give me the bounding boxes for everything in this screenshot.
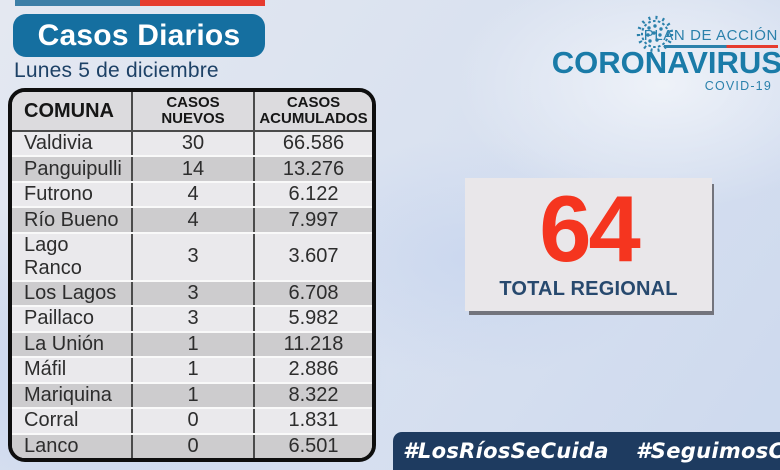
page-title: Casos Diarios (13, 14, 265, 57)
table-row: Valdivia 30 66.586 (12, 132, 372, 156)
cell-comuna: Río Bueno (24, 208, 119, 231)
flag-stripe-blue (15, 0, 140, 6)
cell-casos-nuevos: 4 (131, 182, 253, 207)
cell-casos-acumulados: 3.607 (253, 233, 372, 280)
total-regional-label: TOTAL REGIONAL (499, 277, 678, 300)
table-row: Río Bueno 4 7.997 (12, 206, 372, 232)
table-row: Los Lagos 3 6.708 (12, 279, 372, 306)
column-header-casos-acumulados: CASOS ACUMULADOS (253, 92, 372, 130)
column-header-comuna: COMUNA (24, 99, 114, 122)
cell-casos-acumulados: 13.276 (253, 157, 372, 181)
cell-casos-acumulados: 6.708 (253, 281, 372, 306)
cell-comuna: Corral (24, 409, 79, 432)
hashtag-seguimos-cuidandonos: #SeguimosCuidándonos (635, 439, 780, 463)
cases-table: COMUNA CASOS NUEVOS CASOS ACUMULADOS Val… (8, 88, 376, 462)
page-title-label: Casos Diarios (37, 18, 241, 52)
cell-comuna: La Unión (24, 332, 105, 355)
cell-comuna: Panguipulli (24, 157, 122, 180)
column-header-casos-nuevos: CASOS NUEVOS (131, 92, 253, 130)
cell-casos-acumulados: 7.997 (253, 208, 372, 232)
table-header-row: COMUNA CASOS NUEVOS CASOS ACUMULADOS (12, 92, 372, 132)
plan-underline (664, 45, 778, 48)
cell-comuna: Máfil (24, 358, 67, 381)
total-regional-card: 64 TOTAL REGIONAL (465, 178, 712, 311)
cell-comuna: Paillaco (24, 307, 95, 330)
coronavirus-brand: CORONAVIRUS (551, 45, 780, 80)
cell-comuna: Los Lagos (24, 282, 117, 305)
cell-comuna: Valdivia (24, 132, 93, 155)
date-label: Lunes 5 de diciembre (14, 59, 219, 82)
cell-casos-nuevos: 1 (131, 332, 253, 357)
flag-stripe (15, 0, 265, 6)
covid19-sublabel: COVID-19 (704, 79, 772, 93)
table-row: Máfil 1 2.886 (12, 356, 372, 382)
cell-comuna: Lanco (24, 434, 79, 457)
cell-casos-acumulados: 66.586 (253, 132, 372, 156)
footer-hashtag-bar: #LosRíosSeCuida #SeguimosCuidándonos (393, 432, 780, 470)
cell-casos-nuevos: 14 (131, 157, 253, 181)
cell-comuna: Futrono (24, 183, 93, 206)
cell-casos-nuevos: 3 (131, 233, 253, 280)
cell-casos-nuevos: 0 (131, 409, 253, 433)
cell-casos-acumulados: 6.501 (253, 434, 372, 458)
table-row: Mariquina 1 8.322 (12, 381, 372, 408)
cell-casos-acumulados: 11.218 (253, 332, 372, 357)
cell-casos-acumulados: 8.322 (253, 383, 372, 408)
virus-icon (636, 15, 674, 53)
table-row: Corral 0 1.831 (12, 407, 372, 433)
cell-casos-nuevos: 1 (131, 358, 253, 382)
table-row: La Unión 1 11.218 (12, 330, 372, 357)
cell-casos-acumulados: 1.831 (253, 409, 372, 433)
plan-de-accion-label: PLAN DE ACCIÓN (643, 27, 778, 44)
cell-comuna: Lago Ranco (24, 233, 82, 279)
cell-casos-nuevos: 30 (131, 132, 253, 156)
table-row: Panguipulli 14 13.276 (12, 155, 372, 181)
cell-casos-nuevos: 0 (131, 434, 253, 458)
cell-casos-nuevos: 4 (131, 208, 253, 232)
cell-casos-acumulados: 5.982 (253, 307, 372, 331)
table-row: Lanco 0 6.501 (12, 432, 372, 458)
cell-casos-acumulados: 2.886 (253, 358, 372, 382)
cell-comuna: Mariquina (24, 383, 112, 406)
total-regional-value: 64 (539, 176, 641, 282)
table-row: Futrono 4 6.122 (12, 180, 372, 207)
table-row: Paillaco 3 5.982 (12, 305, 372, 331)
cell-casos-acumulados: 6.122 (253, 182, 372, 207)
cell-casos-nuevos: 3 (131, 281, 253, 306)
hashtag-losrios-se-cuida: #LosRíosSeCuida (403, 439, 609, 463)
cell-casos-nuevos: 1 (131, 383, 253, 408)
flag-stripe-red (140, 0, 265, 6)
table-row: Lago Ranco 3 3.607 (12, 231, 372, 280)
cell-casos-nuevos: 3 (131, 307, 253, 331)
